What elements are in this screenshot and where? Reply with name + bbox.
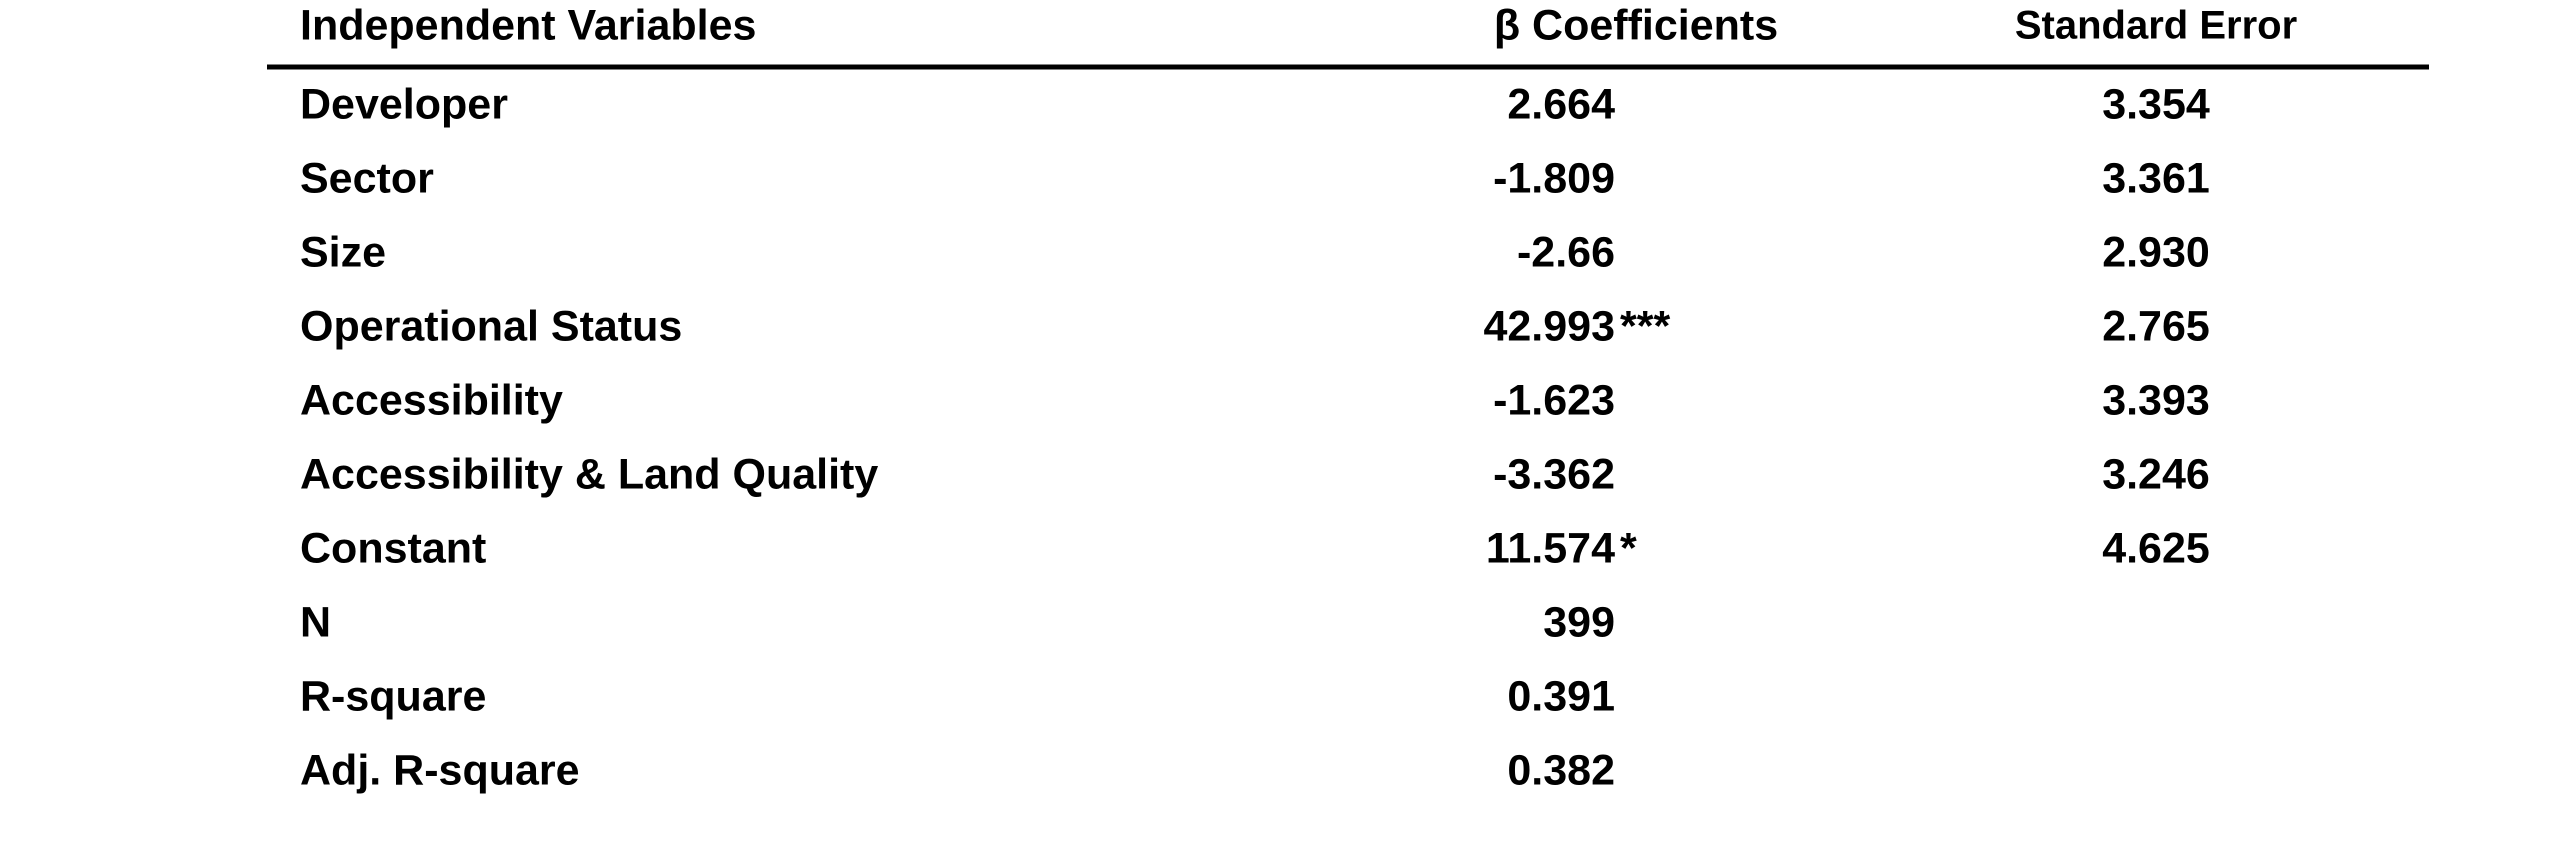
row-variable: Sector bbox=[300, 154, 434, 202]
row-significance: *** bbox=[1620, 302, 1670, 350]
row-coefficient: 0.391 bbox=[1507, 672, 1615, 720]
row-significance: * bbox=[1620, 524, 1637, 572]
header-variables: Independent Variables bbox=[300, 1, 756, 49]
row-variable: Adj. R-square bbox=[300, 746, 580, 794]
row-standard-error: 3.361 bbox=[2102, 154, 2210, 202]
row-coefficient: -1.809 bbox=[1493, 154, 1615, 202]
row-variable: Constant bbox=[300, 524, 486, 572]
row-variable: Accessibility bbox=[300, 376, 563, 424]
row-variable: R-square bbox=[300, 672, 486, 720]
header-standard-error: Standard Error bbox=[2015, 4, 2297, 48]
row-standard-error: 3.354 bbox=[2102, 80, 2210, 128]
row-standard-error: 3.246 bbox=[2102, 450, 2210, 498]
row-coefficient: 399 bbox=[1543, 598, 1615, 646]
header-coefficients: β Coefficients bbox=[1494, 1, 1778, 49]
row-coefficient: 11.574 bbox=[1486, 524, 1615, 572]
row-coefficient: -3.362 bbox=[1493, 450, 1615, 498]
row-coefficient: 42.993 bbox=[1483, 302, 1615, 350]
row-coefficient: -1.623 bbox=[1493, 376, 1615, 424]
row-variable: Operational Status bbox=[300, 302, 682, 350]
row-coefficient: 2.664 bbox=[1507, 80, 1615, 128]
row-standard-error: 4.625 bbox=[2102, 524, 2210, 572]
row-variable: Accessibility & Land Quality bbox=[300, 450, 878, 498]
row-standard-error: 3.393 bbox=[2102, 376, 2210, 424]
row-coefficient: -2.66 bbox=[1517, 228, 1615, 276]
row-variable: N bbox=[300, 598, 331, 646]
row-standard-error: 2.930 bbox=[2102, 228, 2210, 276]
row-variable: Size bbox=[300, 228, 386, 276]
row-standard-error: 2.765 bbox=[2102, 302, 2210, 350]
row-variable: Developer bbox=[300, 80, 508, 128]
row-coefficient: 0.382 bbox=[1507, 746, 1615, 794]
